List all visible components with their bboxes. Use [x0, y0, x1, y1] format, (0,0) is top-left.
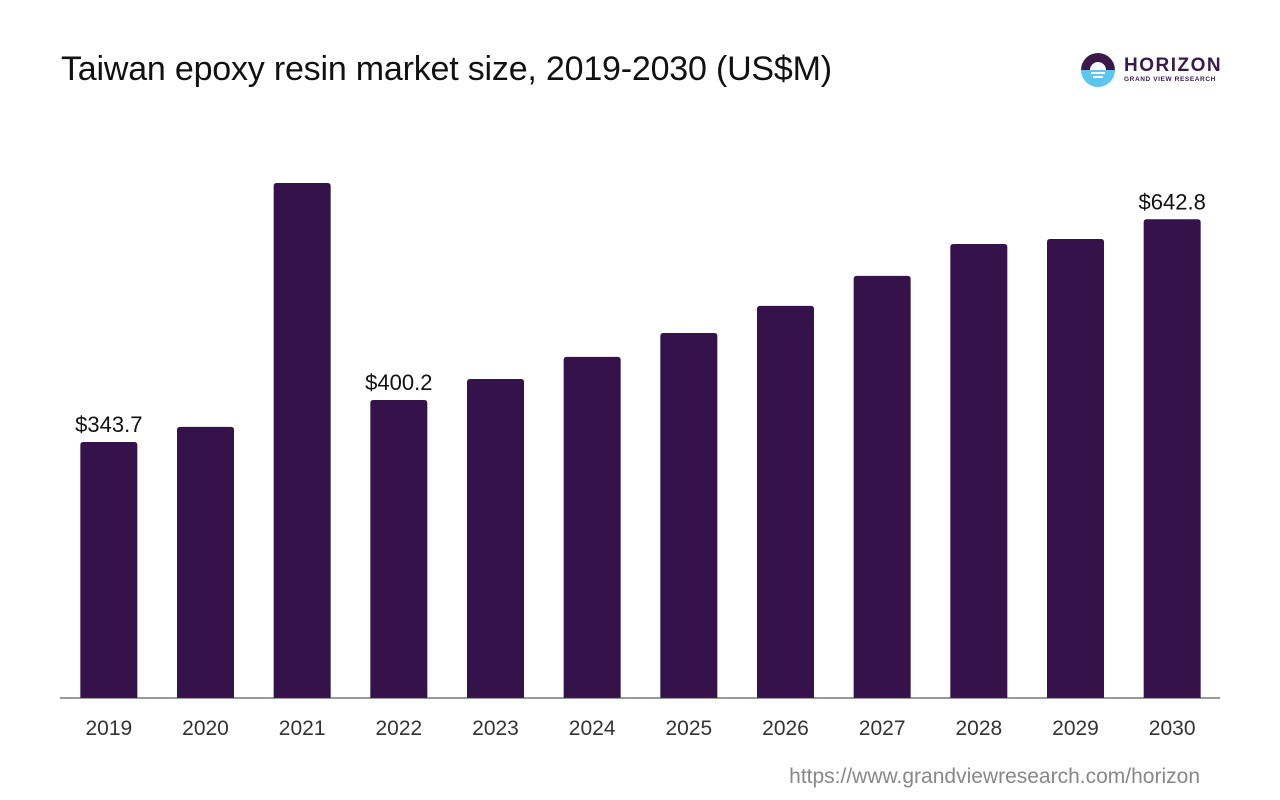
chart-title: Taiwan epoxy resin market size, 2019-203…	[61, 50, 832, 88]
bars-group	[80, 182, 1201, 699]
bar-2029	[1047, 238, 1104, 698]
data-label: $343.7	[75, 412, 142, 437]
x-tick-labels: 2019 2020 2021 2022 2023 2024 2025 2026 2027 2028…	[85, 717, 1195, 740]
bar-2026	[757, 305, 814, 698]
x-tick-label: 2026	[762, 717, 809, 740]
x-tick-label: 2024	[569, 717, 616, 740]
x-tick-label: 2029	[1052, 717, 1099, 740]
bar-2020	[177, 426, 234, 698]
x-tick-label: 2025	[665, 717, 712, 740]
x-tick-label: 2021	[279, 717, 326, 740]
source-url: https://www.grandviewresearch.com/horizo…	[789, 765, 1200, 788]
x-tick-label: 2030	[1149, 717, 1196, 740]
x-tick-label: 2022	[375, 717, 422, 740]
data-label: $642.8	[1139, 189, 1206, 214]
bar-2021	[273, 182, 331, 699]
data-labels: $343.7 $400.2 $642.8	[75, 189, 1206, 437]
horizon-logo-icon	[1081, 53, 1115, 87]
bar-2025	[660, 332, 718, 698]
bar-2022	[370, 399, 428, 698]
x-tick-label: 2023	[472, 717, 519, 740]
bar-2027	[853, 275, 911, 698]
bar-2028	[950, 243, 1008, 698]
logo-name: HORIZON	[1124, 55, 1223, 76]
bar-2030	[1143, 219, 1201, 699]
data-label: $400.2	[365, 370, 432, 395]
bar-2019	[80, 442, 138, 698]
x-tick-label: 2028	[955, 717, 1002, 740]
bar-2024	[563, 356, 621, 698]
bar-2023	[467, 378, 524, 698]
x-tick-label: 2027	[859, 717, 906, 740]
horizon-logo: HORIZON GRAND VIEW RESEARCH	[1080, 52, 1222, 88]
x-tick-label: 2020	[182, 717, 229, 740]
logo-subtitle: GRAND VIEW RESEARCH	[1124, 76, 1216, 83]
x-tick-label: 2019	[85, 717, 132, 740]
